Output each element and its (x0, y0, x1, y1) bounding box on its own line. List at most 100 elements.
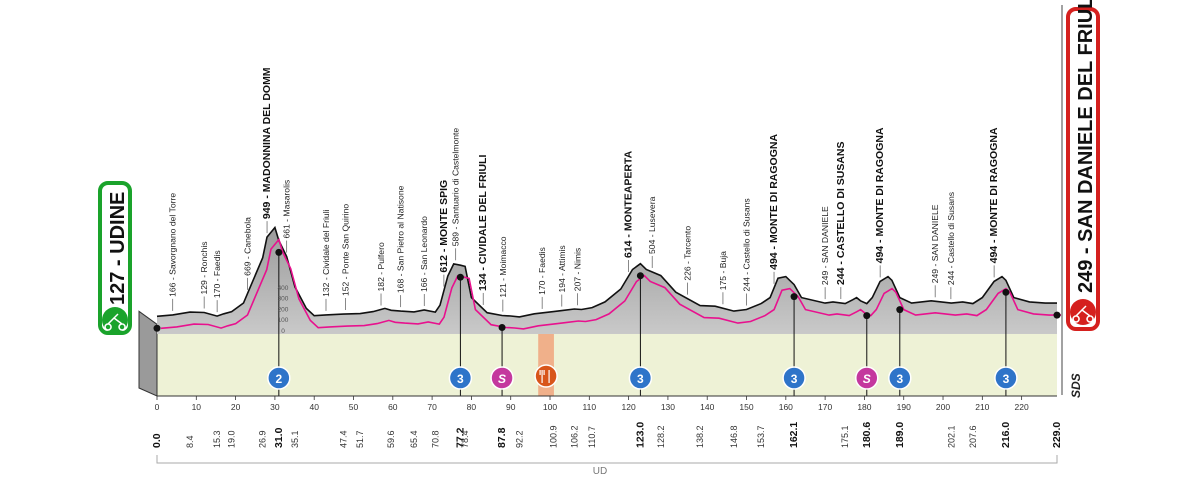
km-mark-label: 65.4 (409, 430, 419, 448)
y-tick-label: 0 (281, 328, 285, 335)
km-mark-label: 128.2 (656, 425, 666, 448)
km-mark-label: 70.8 (430, 430, 440, 448)
finish-label: 249 - SAN DANIELE DEL FRIULI (1075, 0, 1097, 293)
start-badge: 127 - UDINE (98, 181, 132, 335)
station-label: 249 - SAN DANIELE (930, 204, 940, 283)
x-tick-label: 150 (739, 402, 753, 412)
climb-dot (790, 293, 798, 301)
climb-badge (888, 366, 912, 390)
y-tick-label: 400 (278, 285, 289, 292)
climb-dot (1002, 288, 1010, 296)
station-label: 249 - SAN DANIELE (820, 206, 830, 285)
station-label: 121 - Moimacco (498, 236, 508, 297)
km-mark-label: 78.4 (460, 430, 470, 448)
km-mark-label: 19.0 (227, 430, 237, 448)
station-label: 132 - Cividale del Friuli (321, 209, 331, 296)
km-mark-label: 8.4 (185, 435, 195, 448)
start-cyclist-icon (102, 307, 128, 333)
km-mark-label: 92.2 (514, 430, 524, 448)
km-mark-label: 47.4 (338, 430, 348, 448)
km-mark-label: 100.9 (549, 425, 559, 448)
km-mark-label: 0.0 (151, 433, 163, 448)
station-label: 244 - CASTELLO DI SUSANS (835, 142, 847, 286)
start-name: UDINE (107, 192, 129, 254)
climb-badge (628, 366, 653, 390)
climb-dot (275, 248, 283, 256)
station-label: 494 - MONTE DI RAGOGNA (988, 127, 1000, 263)
endpoint-dot (153, 324, 161, 332)
station-label: 207 - Nimis (573, 248, 583, 291)
finish-name: SAN DANIELE DEL FRIULI (1075, 0, 1097, 242)
fork-knife-icon (539, 370, 550, 383)
x-tick-label: 220 (1015, 402, 1029, 412)
x-tick-label: 110 (583, 402, 597, 412)
x-tick-label: 80 (467, 402, 477, 412)
station-label: 166 - Savorgnano del Torre (168, 193, 178, 297)
km-mark-label: 202.1 (946, 425, 956, 448)
sprint-dot (498, 324, 506, 332)
sprint-dot (863, 312, 871, 320)
sprint-badge (855, 366, 879, 390)
station-label: 614 - MONTEAPERTA (623, 150, 635, 258)
x-tick-label: 180 (857, 402, 871, 412)
climb-dot (456, 273, 464, 281)
climb-category-label: 3 (637, 372, 644, 386)
station-label: 949 - MADONNINA DEL DOMM (261, 67, 273, 219)
finish-cyclist-icon (1070, 299, 1096, 325)
finish-badge: 249 - SAN DANIELE DEL FRIULI (1061, 0, 1100, 395)
km-mark-label: 180.6 (861, 422, 873, 448)
station-label: 244 - Castello di Susans (742, 198, 752, 291)
station-label: 669 - Canebola (242, 217, 252, 276)
x-tick-label: 170 (818, 402, 832, 412)
km-mark-label: 51.7 (355, 430, 365, 448)
km-mark-label: 59.6 (386, 430, 396, 448)
station-label: 494 - MONTE DI RAGOGNA (768, 134, 780, 270)
km-mark-label: 207.6 (968, 425, 978, 448)
climb-badge (782, 366, 806, 390)
x-tick-label: 50 (349, 402, 359, 412)
station-label: 612 - MONTE SPIG (438, 180, 450, 273)
station-label: 170 - Faedis (537, 247, 547, 295)
x-tick-label: 30 (270, 402, 280, 412)
station-label: 168 - San Pietro al Natisone (396, 185, 406, 293)
station-label: 661 - Masarolis (282, 180, 292, 239)
climb-badge (448, 366, 473, 390)
station-label: 129 - Ronchis (199, 241, 209, 294)
x-tick-label: 130 (661, 402, 675, 412)
km-mark-label: 26.9 (258, 430, 268, 448)
finish-altitude: 249 (1075, 260, 1097, 293)
station-label: 194 - Attimis (557, 245, 567, 292)
climb-category-label: 3 (457, 372, 464, 386)
station-label: 175 - Buja (718, 251, 728, 290)
endpoint-dot (1053, 311, 1061, 319)
station-label: 182 - Pulfero (376, 242, 386, 291)
climb-badge (267, 366, 291, 390)
x-tick-label: 120 (622, 402, 636, 412)
km-mark-label: 189.0 (894, 422, 906, 448)
climb-category-label: 3 (791, 372, 798, 386)
climb-dot (636, 272, 644, 280)
climb-badge (994, 366, 1018, 390)
x-tick-label: 160 (779, 402, 793, 412)
start-altitude: 127 (107, 272, 129, 305)
y-tick-label: 300 (278, 296, 289, 303)
start-label: 127 - UDINE (107, 192, 129, 305)
station-label: 494 - MONTE DI RAGOGNA (874, 127, 886, 263)
profile-side-wall (138, 310, 158, 397)
sprint-label: S (863, 372, 871, 386)
lowland-band (157, 334, 1057, 396)
km-mark-label: 153.7 (756, 425, 766, 448)
profile-area (157, 227, 1057, 334)
sponsor-logo: SDS (1069, 373, 1083, 398)
y-tick-label: 200 (278, 306, 289, 313)
station-label: 226 - Tarcento (683, 226, 693, 281)
station-label: 589 - Santuario di Castelmonte (451, 128, 461, 247)
y-tick-label: 100 (278, 317, 289, 324)
climb-category-label: 3 (1003, 372, 1010, 386)
station-label: 134 - CIVIDALE DEL FRIULI (477, 155, 489, 291)
km-mark-label: 87.8 (496, 427, 508, 448)
km-mark-label: 123.0 (634, 422, 646, 448)
x-tick-label: 90 (506, 402, 516, 412)
finish-badge-frame (1066, 7, 1100, 331)
